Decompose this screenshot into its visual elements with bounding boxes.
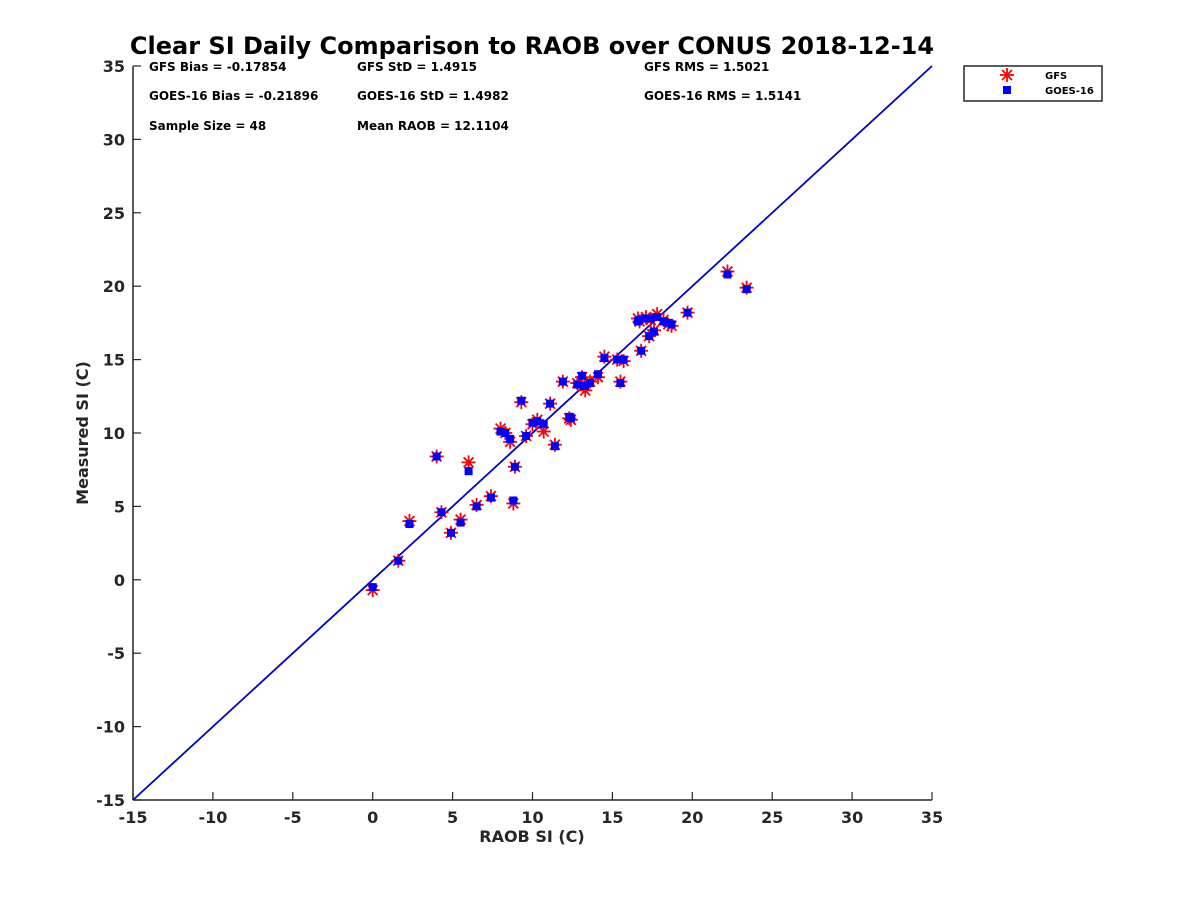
goes16-point [447,528,456,537]
y-tick-label: 5 [114,497,125,516]
x-tick-label: 10 [521,808,543,827]
legend-box [963,65,1103,102]
x-tick-label: -10 [198,808,227,827]
legend-gfs-asterisk [1000,68,1014,82]
stat-gfs-bias: GFS Bias = -0.17854 [149,60,286,74]
goes16-point [432,452,441,461]
goes16-point [581,382,590,391]
goes16-point [486,493,495,502]
stat-goes16-bias: GOES-16 Bias = -0.21896 [149,89,318,103]
legend-label-gfs: GFS [1045,71,1067,82]
y-tick-label: 20 [103,277,125,296]
x-tick-label: 25 [761,808,783,827]
stat-mean-raob: Mean RAOB = 12.1104 [357,119,509,133]
goes16-point [649,327,658,336]
goes16-point [613,355,622,364]
y-tick-label: 30 [103,130,125,149]
goes16-point [683,308,692,317]
y-tick-label: 10 [103,424,125,443]
gfs-point [461,455,476,470]
chart-title: Clear SI Daily Comparison to RAOB over C… [130,32,934,60]
goes16-point [723,270,732,279]
goes16-point [742,285,751,294]
y-tick-label: -15 [96,791,125,810]
y-tick-label: -5 [107,644,125,663]
goes16-point [546,399,555,408]
legend-gfs-asterisk-icon [1000,68,1014,82]
goes16-point [667,320,676,329]
goes16-point [653,313,662,322]
stat-sample-size: Sample Size = 48 [149,119,266,133]
stat-goes16-rms: GOES-16 RMS = 1.5141 [644,89,801,103]
goes16-point [528,418,537,427]
stat-goes16-std: GOES-16 StD = 1.4982 [357,89,509,103]
goes16-point [558,377,567,386]
goes16-point [573,380,582,389]
x-tick-label: 35 [921,808,943,827]
goes16-point [619,355,628,364]
goes16-point [646,314,655,323]
goes16-point [437,508,446,517]
goes16-point [510,462,519,471]
x-tick-label: 30 [841,808,863,827]
y-axis-label: Measured SI (C) [73,361,92,505]
goes16-point [533,417,542,426]
y-tick-label: 35 [103,57,125,76]
legend-goes16-square-icon [1003,86,1011,94]
goes16-point [501,429,510,437]
goes16-point [566,414,575,423]
goes16-point [641,314,650,323]
goes16-point [522,431,531,440]
legend-label-goes16: GOES-16 [1045,86,1094,97]
x-tick-label: 5 [447,808,458,827]
goes16-point [578,371,587,380]
goes16-point [506,434,515,443]
goes16-point [586,379,595,388]
y-tick-label: 25 [103,204,125,223]
goes16-point [550,442,559,451]
goes16-point [405,520,414,529]
y-tick-label: -10 [96,718,125,737]
goes16-point [645,332,654,341]
goes16-point [464,467,473,476]
goes16-point [496,427,505,436]
x-tick-label: 0 [367,808,378,827]
stats-annotations: GFS Bias = -0.17854 GFS StD = 1.4915 GFS… [149,60,801,133]
goes16-point [659,317,668,326]
stat-gfs-rms: GFS RMS = 1.5021 [644,60,769,74]
goes16-point [456,518,465,527]
goes16-point [635,315,644,324]
y-tick-label: 15 [103,351,125,370]
x-tick-label: 20 [681,808,703,827]
x-axis-label: RAOB SI (C) [479,827,584,846]
goes16-point [539,420,548,429]
plot-area: -15 -10 -5 0 5 10 15 20 25 30 35 -15 -10 -5 0 5 10 15 20 25… [96,57,943,827]
x-tick-label: -5 [284,808,302,827]
goes16-point [600,354,609,363]
goes16-point [394,556,403,565]
goes16-point [472,502,481,511]
goes16-point [594,370,603,379]
x-tick-label: -15 [119,808,148,827]
goes16-point [368,583,377,592]
goes16-point [509,496,518,505]
goes16-point [637,346,646,355]
goes16-point [517,396,526,405]
legend: GFS GOES-16 [963,65,1103,102]
stat-gfs-std: GFS StD = 1.4915 [357,60,477,74]
y-tick-label: 0 [114,571,125,590]
x-tick-label: 15 [601,808,623,827]
goes16-point [616,379,625,388]
one-to-one-line [132,65,933,801]
